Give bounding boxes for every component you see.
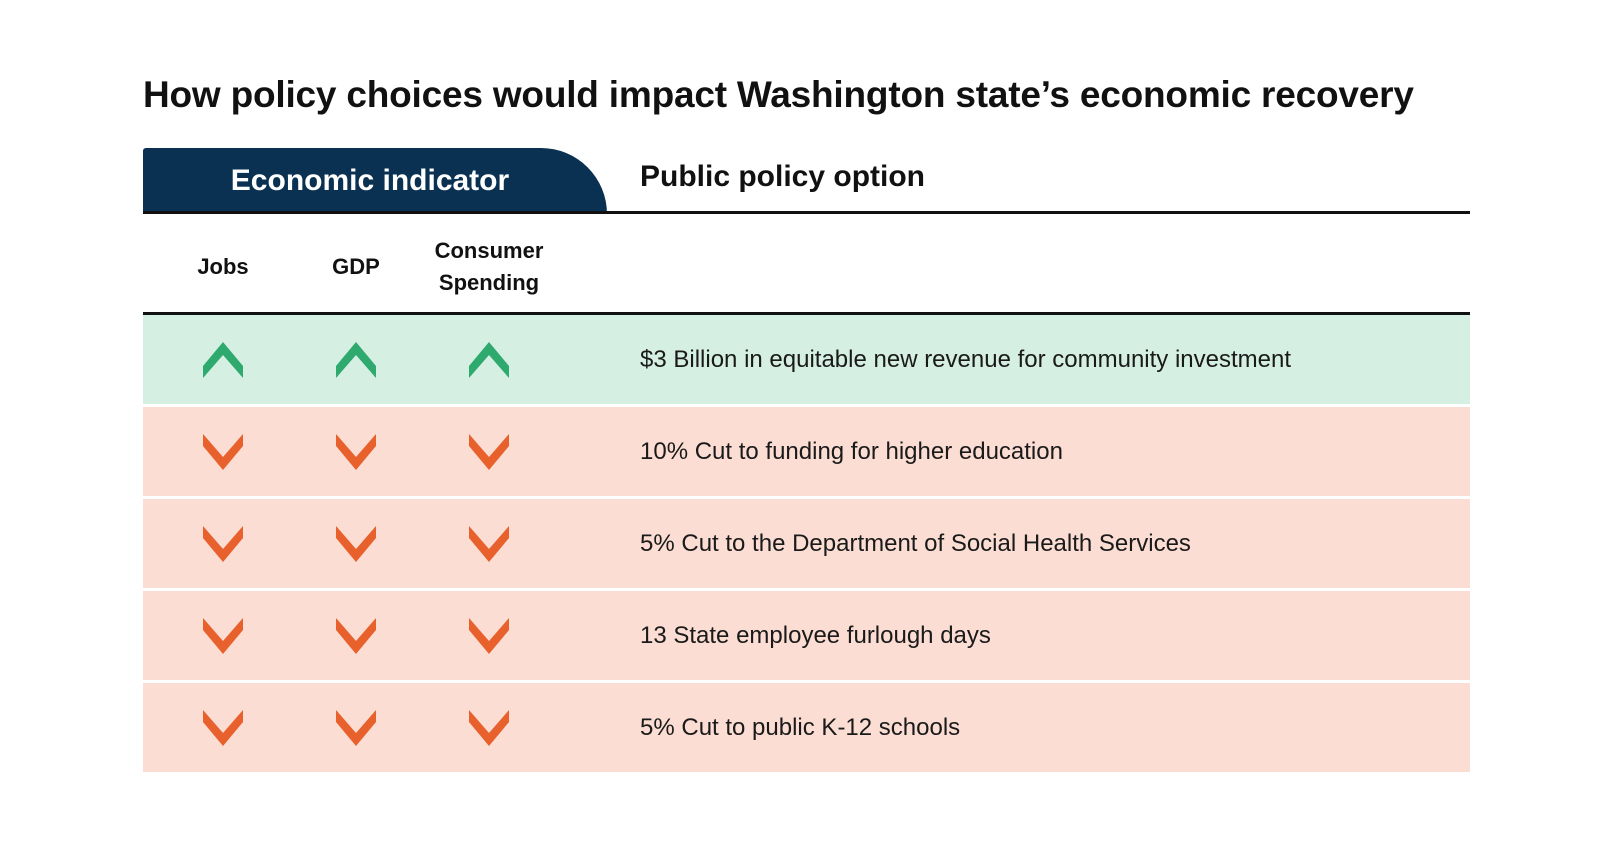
policy-table-body: $3 Billion in equitable new revenue for … [143,315,1470,775]
chevron-down-icon [183,683,263,772]
policy-option-text: 5% Cut to public K-12 schools [640,713,961,741]
chevron-down-icon [449,591,529,680]
table-row: 5% Cut to public K-12 schools [143,683,1470,772]
chevron-up-icon [316,315,396,404]
column-header-gdp: GDP [332,254,380,279]
chevron-up-icon [449,315,529,404]
chevron-down-icon [449,683,529,772]
chevron-down-icon [316,407,396,496]
chevron-down-icon [316,591,396,680]
table-row: 5% Cut to the Department of Social Healt… [143,499,1470,588]
chevron-down-icon [316,499,396,588]
header-rule-top [143,211,1470,214]
public-policy-heading: Public policy option [640,160,925,193]
chevron-down-icon [183,591,263,680]
table-row: 10% Cut to funding for higher education [143,407,1470,496]
chevron-down-icon [449,499,529,588]
policy-option-text: $3 Billion in equitable new revenue for … [640,345,1292,373]
chevron-down-icon [316,683,396,772]
policy-option-text: 13 State employee furlough days [640,621,991,649]
column-header-jobs: Jobs [197,254,249,279]
economic-indicator-tab: Economic indicator [143,148,607,214]
chevron-down-icon [449,407,529,496]
header-rule-bottom [143,312,1470,315]
chevron-up-icon [183,315,263,404]
chevron-down-icon [183,499,263,588]
chart-title: How policy choices would impact Washingt… [143,74,1414,115]
chevron-down-icon [183,407,263,496]
table-row: 13 State employee furlough days [143,591,1470,680]
column-header-consumer-spending: Consumer Spending [434,238,544,295]
policy-option-text: 5% Cut to the Department of Social Healt… [640,529,1191,557]
policy-option-text: 10% Cut to funding for higher education [640,437,1063,465]
economic-indicator-label: Economic indicator [230,164,510,197]
table-row: $3 Billion in equitable new revenue for … [143,315,1470,404]
